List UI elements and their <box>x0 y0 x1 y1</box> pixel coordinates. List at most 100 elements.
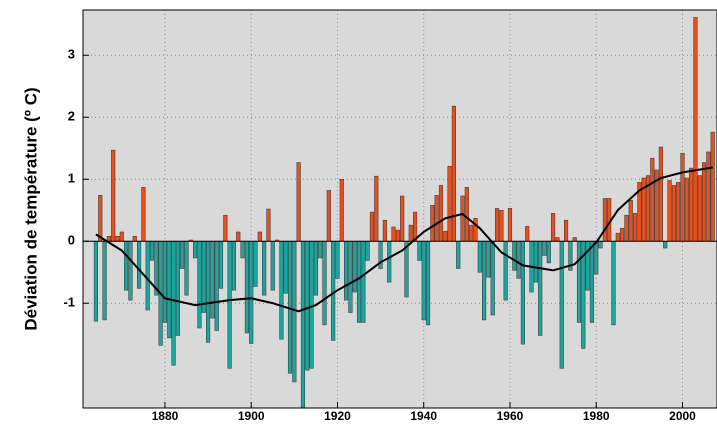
y-tick-label: 3 <box>68 47 75 62</box>
bar <box>525 226 530 242</box>
bar <box>542 240 547 256</box>
bar <box>611 240 616 326</box>
bar <box>443 231 448 242</box>
bar <box>473 218 478 242</box>
bar <box>469 224 474 242</box>
bar <box>223 214 228 242</box>
bar <box>456 240 461 269</box>
bar <box>482 240 487 321</box>
bar <box>632 213 638 242</box>
bar <box>421 240 426 321</box>
bar <box>240 240 245 259</box>
bar <box>167 240 172 339</box>
bar <box>296 162 301 242</box>
bar <box>464 187 469 242</box>
bar <box>658 146 663 242</box>
bar <box>124 240 129 291</box>
bar <box>408 224 413 242</box>
bar <box>400 195 405 242</box>
bar <box>689 167 694 242</box>
bar <box>175 240 180 336</box>
bar <box>339 178 344 242</box>
bar <box>624 214 629 242</box>
bar <box>149 240 155 261</box>
bar <box>162 240 168 323</box>
bar <box>697 175 702 242</box>
bar <box>676 182 681 242</box>
bar <box>706 151 711 242</box>
bar <box>180 240 185 269</box>
bar <box>313 240 318 296</box>
y-tick-label: -1 <box>63 295 75 310</box>
bar <box>490 240 495 316</box>
plot-area <box>82 9 717 409</box>
bar <box>115 236 120 242</box>
bar <box>257 231 262 242</box>
bar <box>663 240 668 249</box>
bar <box>227 240 232 369</box>
bar <box>671 185 676 242</box>
bar <box>132 236 137 242</box>
bar <box>141 187 146 242</box>
bar <box>137 240 142 289</box>
bar <box>395 229 400 242</box>
x-tick-label: 1980 <box>583 409 610 423</box>
bar <box>701 162 707 242</box>
bar <box>326 190 331 242</box>
bar <box>507 208 513 242</box>
bar <box>102 240 107 321</box>
bar <box>145 240 150 311</box>
bar <box>270 240 275 291</box>
x-tick-label: 2000 <box>669 409 696 423</box>
bar <box>667 180 672 242</box>
bar <box>563 219 569 242</box>
bar <box>344 240 349 301</box>
bar <box>262 240 267 296</box>
bar <box>322 240 327 326</box>
bar <box>309 240 314 369</box>
bar <box>430 205 435 242</box>
x-tick-label: 1960 <box>497 409 524 423</box>
bar <box>559 240 564 369</box>
x-tick-label: 1920 <box>324 409 351 423</box>
bar <box>650 157 655 242</box>
bar <box>499 209 504 242</box>
bar <box>197 240 202 329</box>
bar <box>533 240 538 283</box>
bar <box>231 240 237 291</box>
bar <box>214 240 219 331</box>
bar <box>369 211 375 242</box>
bar <box>249 240 254 344</box>
bar <box>520 240 525 345</box>
bar <box>628 200 633 242</box>
bar <box>494 208 500 242</box>
bar <box>356 240 362 323</box>
bar <box>486 240 491 278</box>
bar <box>387 240 392 283</box>
bar <box>516 240 521 279</box>
bar <box>318 240 323 259</box>
bar <box>292 240 297 383</box>
x-tick-label: 1880 <box>152 409 179 423</box>
bar <box>503 240 508 301</box>
bar <box>128 240 133 301</box>
bar <box>615 232 620 242</box>
bar <box>512 240 517 271</box>
bar <box>572 237 577 242</box>
bar <box>551 213 556 242</box>
bar <box>119 231 124 242</box>
bar <box>279 240 284 340</box>
bar <box>206 240 211 343</box>
bar <box>555 237 560 242</box>
bar <box>331 240 336 341</box>
bar <box>693 17 698 242</box>
smooth-line <box>95 166 713 313</box>
bar <box>602 198 607 242</box>
y-tick-label: 1 <box>68 171 75 186</box>
bar <box>218 240 224 289</box>
bar <box>352 240 357 293</box>
bar <box>171 240 176 366</box>
bar <box>477 240 482 273</box>
bar <box>210 240 215 319</box>
